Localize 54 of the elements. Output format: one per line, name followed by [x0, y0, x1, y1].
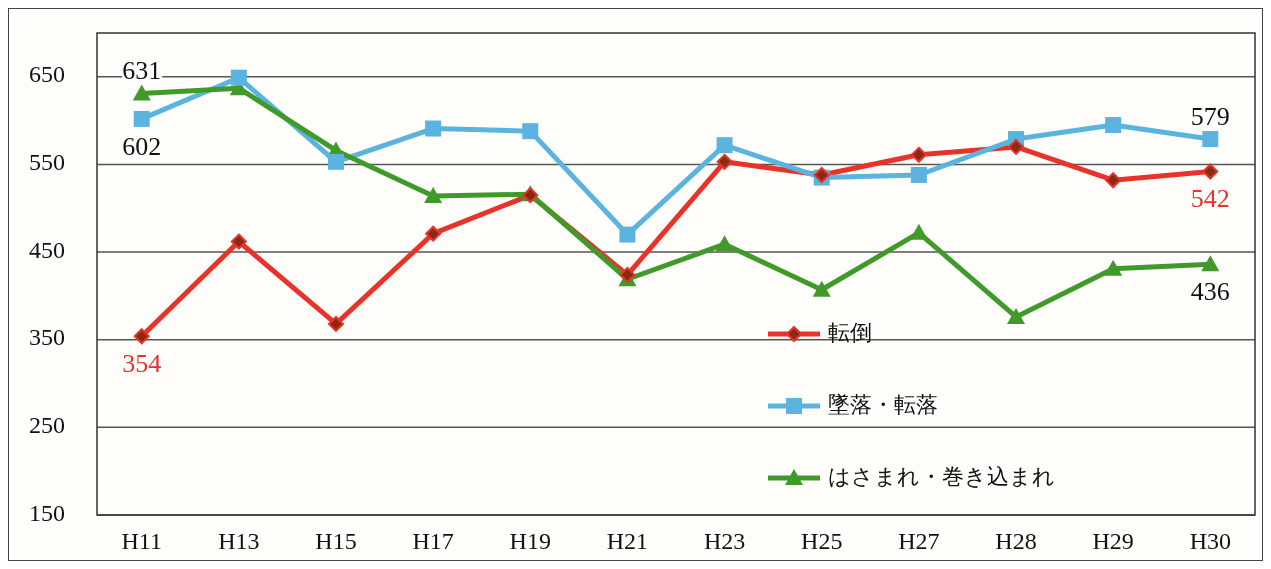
legend-label: 墜落・転落	[828, 392, 938, 417]
y-tick-label: 450	[29, 236, 65, 263]
point	[1202, 131, 1219, 148]
x-tick-label: H23	[703, 528, 746, 554]
y-tick-label: 250	[29, 411, 65, 438]
point	[327, 153, 344, 170]
x-tick-label: H30	[1189, 528, 1231, 554]
point	[716, 153, 733, 170]
point	[910, 166, 927, 183]
point	[715, 235, 734, 252]
point	[230, 69, 247, 86]
x-tick-label: H15	[315, 528, 357, 554]
point	[133, 110, 150, 127]
point	[1201, 255, 1220, 272]
point	[716, 137, 733, 154]
point	[1202, 163, 1219, 180]
y-tick-label: 650	[29, 61, 65, 88]
point	[812, 280, 831, 297]
point	[424, 187, 443, 203]
data-label: 436	[1190, 277, 1230, 307]
legend-label: 転倒	[828, 320, 872, 345]
point	[522, 123, 539, 140]
point	[132, 84, 151, 101]
x-tick-label: H29	[1092, 528, 1134, 554]
point	[1104, 259, 1123, 276]
data-label: 579	[1190, 102, 1230, 132]
x-tick-label: H21	[606, 528, 649, 554]
legend-label: はさまれ・巻き込まれ	[828, 464, 1055, 489]
point	[1007, 307, 1026, 324]
x-tick-label: H17	[412, 528, 454, 554]
point	[1008, 138, 1025, 155]
x-tick-label: H19	[509, 528, 551, 554]
point	[619, 226, 636, 243]
point	[425, 225, 442, 242]
x-tick-label: H28	[995, 528, 1037, 554]
point	[1105, 117, 1122, 134]
point	[425, 120, 442, 137]
x-tick-label: H25	[801, 528, 843, 554]
point	[327, 315, 344, 332]
point	[619, 266, 636, 283]
y-tick-label: 550	[29, 148, 65, 175]
point	[910, 146, 927, 163]
x-tick-label: H13	[218, 528, 260, 554]
data-label: 542	[1190, 184, 1230, 214]
x-tick-label: H11	[121, 528, 162, 554]
y-tick-label: 350	[29, 324, 65, 351]
point	[230, 233, 247, 250]
data-label: 354	[122, 349, 162, 379]
data-label: 602	[122, 131, 162, 161]
point	[1105, 172, 1122, 189]
y-tick-label: 150	[29, 499, 65, 526]
point	[133, 328, 150, 345]
point	[909, 223, 928, 240]
x-tick-label: H27	[898, 528, 940, 554]
